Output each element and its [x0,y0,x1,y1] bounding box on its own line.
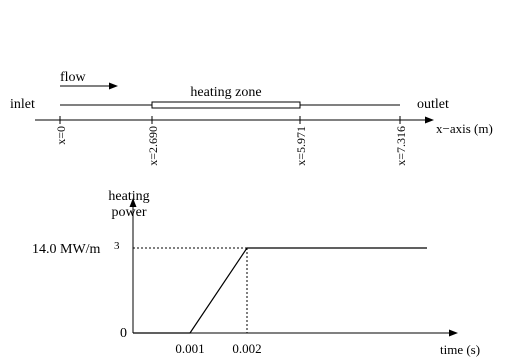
power-y-value-label: 14.0 MW/m [32,242,101,257]
power-zero-label: 0 [120,326,127,341]
heating-power-curve [133,247,427,334]
flow-label: flow [60,70,87,85]
power-x-axis-arrow-icon [449,329,458,337]
tick-label-x5971: x=5.971 [294,126,308,166]
tick-label-x2690: x=2.690 [146,126,160,166]
flow-arrow-icon [109,82,118,90]
inlet-label: inlet [10,97,35,112]
power-y-value-exponent: 3 [114,240,120,252]
power-ylabel-line1: heating [108,189,149,204]
x-axis-label: x−axis (m) [436,121,493,136]
tick-label-x0: x=0 [54,126,68,145]
heating-zone-box [151,101,301,109]
power-ylabel-line2: power [112,205,147,220]
x-tick-label-0001: 0.001 [175,341,204,356]
outlet-label: outlet [417,97,449,112]
power-y-axis-arrow-icon [129,198,137,207]
x-tick-label-0002: 0.002 [232,341,261,356]
heating-zone-label: heating zone [190,85,261,100]
tick-label-x7316: x=7.316 [394,126,408,166]
power-x-axis-label: time (s) [440,342,480,357]
x-axis-arrow-icon [425,116,434,124]
